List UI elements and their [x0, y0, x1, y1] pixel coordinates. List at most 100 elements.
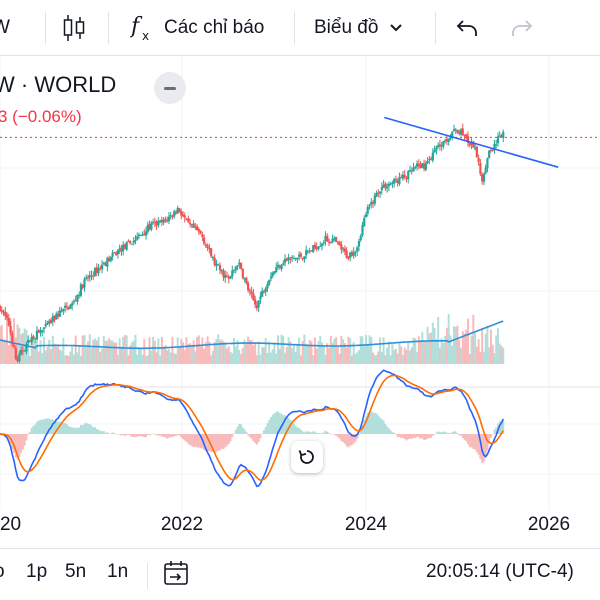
- volume-bar: [81, 335, 84, 364]
- volume-bar: [493, 353, 496, 364]
- trend-line[interactable]: [384, 116, 559, 168]
- indicators-button[interactable]: f x Các chỉ báo: [130, 0, 264, 56]
- volume-bar: [217, 334, 220, 364]
- range-button-partial[interactable]: o: [0, 561, 5, 583]
- histogram-bar: [342, 434, 345, 443]
- volume-bar: [479, 351, 482, 364]
- volume-bar: [248, 339, 251, 364]
- volume-bar: [472, 314, 475, 364]
- candle-body: [53, 315, 56, 321]
- volume-bar: [498, 343, 501, 364]
- histogram-bar: [329, 434, 332, 435]
- candle-body: [363, 217, 366, 227]
- volume-bar: [496, 328, 499, 364]
- candle-body: [414, 166, 417, 168]
- volume-bar: [447, 314, 450, 364]
- candle-body: [454, 129, 457, 131]
- candle-body: [498, 135, 501, 137]
- go-to-date-button[interactable]: [162, 559, 190, 593]
- candle-body: [46, 322, 49, 324]
- histogram-bar: [162, 434, 165, 437]
- histogram-bar: [146, 434, 149, 435]
- candle-body: [308, 251, 311, 253]
- redo-button[interactable]: [510, 0, 534, 56]
- candle-body: [27, 339, 30, 344]
- volume-bar: [500, 345, 503, 364]
- histogram-bar: [28, 431, 31, 434]
- volume-bar: [277, 335, 280, 364]
- symbol-search-button[interactable]: W: [0, 0, 10, 56]
- candle-body: [166, 220, 169, 222]
- histogram-bar: [502, 420, 505, 434]
- volume-bar: [245, 343, 248, 364]
- volume-bar: [58, 349, 61, 364]
- chart-type-dropdown[interactable]: Biểu đồ: [314, 0, 404, 56]
- candle-body: [338, 242, 341, 246]
- candle-body: [229, 276, 232, 279]
- histogram-bar: [48, 418, 51, 434]
- candle-body: [153, 221, 156, 223]
- clock-time[interactable]: 20:05:14 (UTC-4): [426, 561, 574, 582]
- range-button-5y[interactable]: 5n: [65, 561, 87, 582]
- volume-bar: [122, 337, 125, 364]
- range-button-all[interactable]: 1n: [107, 561, 129, 582]
- candle-body: [157, 220, 160, 226]
- chart-style-button[interactable]: [62, 0, 86, 56]
- candle-body: [408, 169, 412, 171]
- volume-bar: [174, 353, 177, 364]
- candle-body: [266, 284, 269, 289]
- candle-body: [361, 225, 364, 236]
- histogram-bar: [419, 434, 422, 439]
- histogram-bar: [465, 434, 468, 442]
- candle-body: [287, 257, 290, 261]
- histogram-bar: [155, 434, 158, 436]
- calendar-goto-icon: [164, 561, 188, 585]
- reset-chart-button[interactable]: [291, 441, 323, 473]
- volume-bar: [335, 337, 338, 364]
- histogram-bar: [333, 434, 336, 435]
- volume-bar: [423, 340, 426, 364]
- volume-bar: [306, 344, 309, 364]
- volume-bar: [72, 354, 75, 364]
- histogram-bar: [189, 434, 192, 446]
- histogram-bar: [472, 434, 475, 449]
- histogram-bar: [231, 434, 234, 438]
- collapse-legend-button[interactable]: [154, 72, 186, 104]
- volume-bar: [468, 354, 471, 364]
- volume-bar: [445, 327, 448, 364]
- candle-body: [275, 267, 278, 273]
- histogram-bar: [204, 434, 207, 452]
- volume-bar: [189, 343, 192, 364]
- undo-button[interactable]: [455, 0, 479, 56]
- histogram-bar: [405, 434, 408, 441]
- histogram-bar: [350, 434, 353, 446]
- candle-body: [220, 269, 223, 272]
- candle-body: [132, 240, 135, 243]
- histogram-bar: [454, 431, 457, 434]
- volume-bar: [282, 335, 285, 364]
- svg-text:x: x: [142, 29, 149, 43]
- histogram-bar: [217, 434, 220, 451]
- histogram-bar: [206, 434, 209, 452]
- candle-body: [451, 131, 454, 138]
- volume-bar: [55, 346, 58, 364]
- range-button-1y[interactable]: 1p: [26, 561, 48, 582]
- candle-body: [366, 206, 369, 214]
- volume-bar: [28, 355, 31, 364]
- candle-body: [9, 325, 12, 333]
- volume-bar: [166, 350, 169, 364]
- candle-body: [449, 137, 452, 139]
- histogram-bar: [414, 434, 417, 438]
- histogram-bar: [194, 434, 197, 447]
- candle-body: [86, 277, 90, 279]
- histogram-bar: [401, 434, 404, 438]
- histogram-bar: [447, 432, 450, 434]
- volume-bar: [354, 353, 357, 364]
- candle-body: [16, 358, 19, 362]
- price-chart[interactable]: [0, 56, 600, 510]
- candle-body: [14, 347, 17, 359]
- candle-body: [203, 237, 206, 244]
- candle-body: [99, 267, 102, 269]
- candle-body: [250, 291, 253, 294]
